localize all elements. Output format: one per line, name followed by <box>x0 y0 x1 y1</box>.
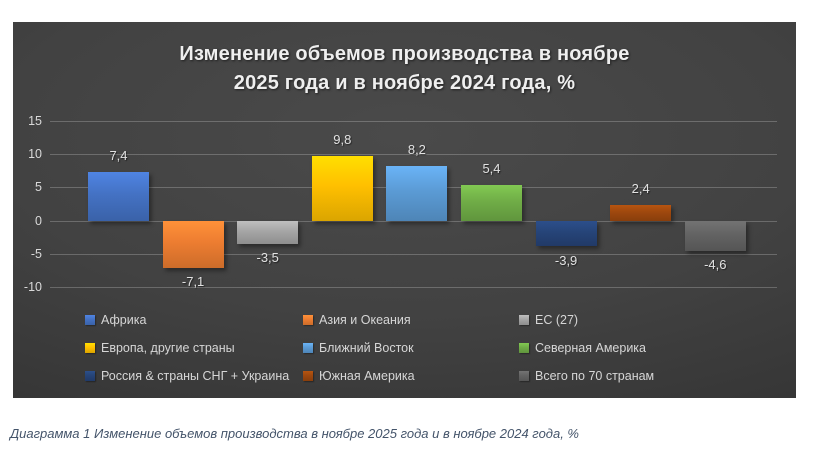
legend-item: Азия и Океания <box>303 313 519 327</box>
legend-swatch-icon <box>303 371 313 381</box>
bar-1 <box>88 171 149 221</box>
legend-swatch-icon <box>519 315 529 325</box>
legend-label: Азия и Океания <box>319 313 411 327</box>
legend-item: Южная Америка <box>303 369 519 383</box>
legend-swatch-icon <box>303 315 313 325</box>
legend-label: Северная Америка <box>535 341 646 355</box>
bar-value-label: 5,4 <box>482 160 501 176</box>
bar-value-label: 2,4 <box>631 180 650 196</box>
bar-value-label: -3,5 <box>256 249 279 265</box>
gridline <box>50 287 777 288</box>
bar-4 <box>311 155 373 221</box>
legend-item: Африка <box>85 313 303 327</box>
bar-8 <box>610 204 672 221</box>
chart-title-line2: 2025 года и в ноябре 2024 года, % <box>233 72 576 94</box>
gridline <box>50 253 777 255</box>
bar-9 <box>684 220 746 252</box>
figure-caption-text: Диаграмма 1 Изменение объемов производст… <box>10 426 579 441</box>
legend-item: ЕС (27) <box>519 313 654 327</box>
bar-6 <box>461 184 522 221</box>
y-axis-tick-label: 5 <box>35 180 42 195</box>
gridline <box>50 121 777 122</box>
bar-value-label: 8,2 <box>407 142 426 158</box>
legend-item: Россия & страны СНГ + Украина <box>85 369 303 383</box>
y-axis-tick-label: 10 <box>28 147 42 162</box>
legend-swatch-icon <box>519 371 529 381</box>
y-axis-tick-label: -10 <box>23 280 42 294</box>
legend-label: Россия & страны СНГ + Украина <box>101 369 290 383</box>
legend-item: Северная Америка <box>519 341 654 355</box>
legend-label: Южная Америка <box>319 369 415 383</box>
legend-item: Всего по 70 странам <box>519 369 654 383</box>
bar-value-label: -7,1 <box>181 273 205 289</box>
bar-value-label: 9,8 <box>333 131 352 147</box>
chart-title-line1: Изменение объемов производства в ноябре <box>179 43 630 65</box>
legend-item: Европа, другие страны <box>85 341 303 355</box>
chart-legend: Африка Азия и Океания ЕС (27) Европа, други… <box>85 306 654 390</box>
y-axis-tick-label: 0 <box>35 213 42 228</box>
legend-swatch-icon <box>303 343 313 353</box>
y-axis-tick-label: 15 <box>28 114 42 128</box>
bar-3 <box>237 220 299 244</box>
legend-label: Европа, другие страны <box>101 341 235 355</box>
legend-swatch-icon <box>85 315 95 325</box>
gridline <box>50 220 777 222</box>
legend-item: Ближний Восток <box>303 341 519 355</box>
bar-value-label: 7,4 <box>109 147 128 163</box>
gridline <box>50 154 777 156</box>
bar-5 <box>386 166 448 221</box>
legend-swatch-icon <box>85 371 95 381</box>
legend-swatch-icon <box>85 343 95 353</box>
bar-value-label: -4,6 <box>704 257 727 273</box>
chart-object[interactable]: Изменение объемов производства в ноябре … <box>13 22 796 398</box>
legend-label: Африка <box>101 313 147 327</box>
y-axis-tick-label: -5 <box>30 246 42 261</box>
figure-caption: Диаграмма 1 Изменение объемов производст… <box>10 426 579 441</box>
chart-title: Изменение объемов производства в ноябре … <box>13 40 796 98</box>
legend-label: Всего по 70 странам <box>535 369 655 383</box>
bar-7 <box>535 220 597 247</box>
legend-label: ЕС (27) <box>535 313 579 327</box>
plot-area: 15 10 5 0 -5 -10 7,4 -7,1 -3,5 9,8 8,2 5,4 -3,9 2,4 -4… <box>24 114 777 294</box>
legend-label: Ближний Восток <box>319 341 414 355</box>
legend-swatch-icon <box>519 343 529 353</box>
bar-2 <box>162 220 224 268</box>
bar-value-label: -3,9 <box>554 252 578 268</box>
